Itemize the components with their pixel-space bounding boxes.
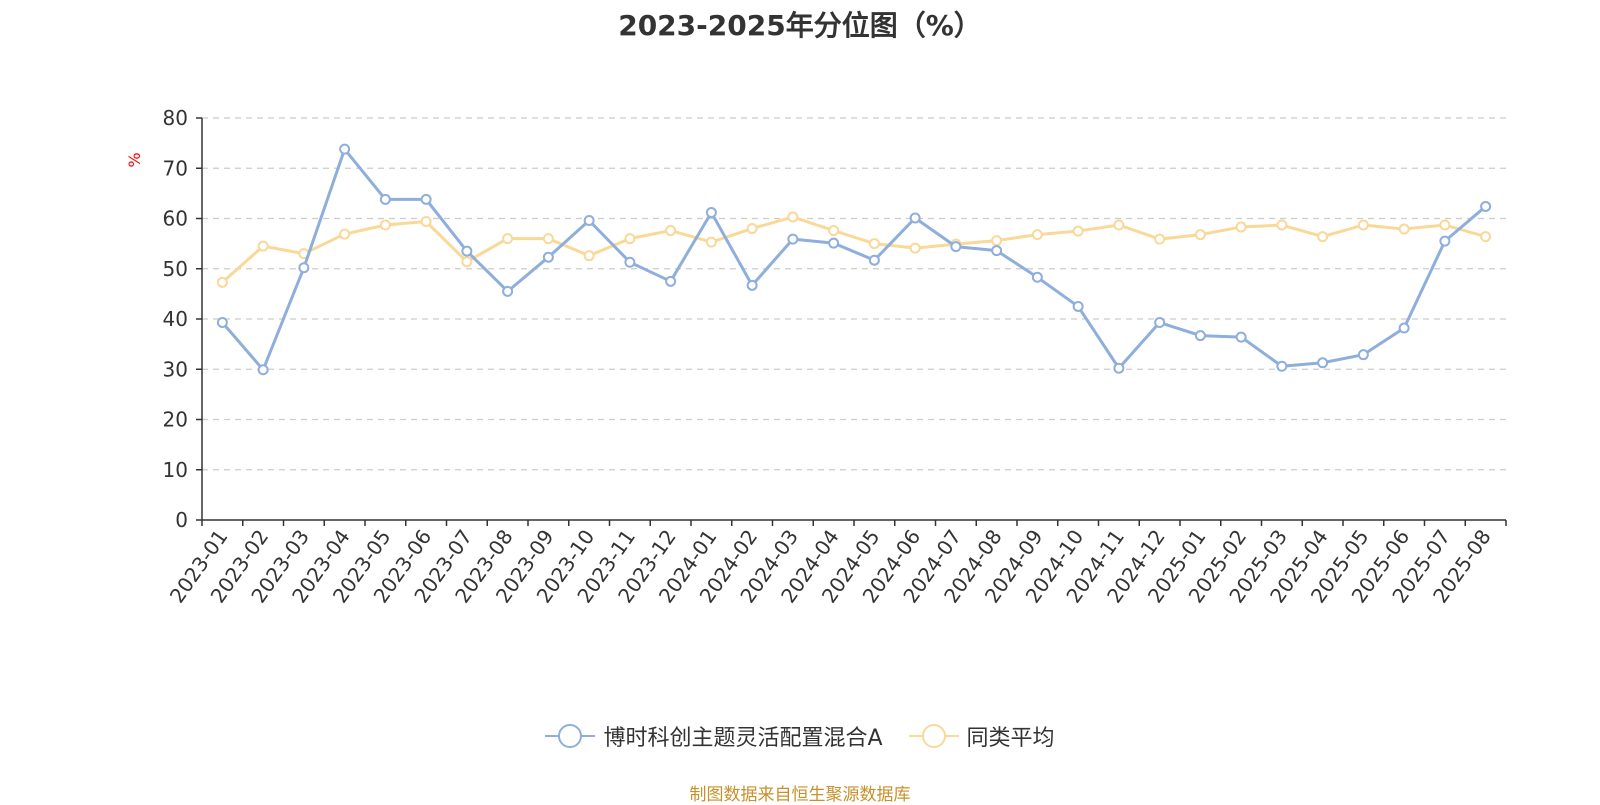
data-point xyxy=(665,275,677,287)
legend-item-fund[interactable]: 博时科创主题灵活配置混合A xyxy=(545,720,883,752)
data-point xyxy=(1439,235,1451,247)
legend-marker-icon xyxy=(545,724,596,748)
series-line xyxy=(221,215,1487,284)
data-point xyxy=(339,143,351,155)
series-0 xyxy=(216,143,1492,376)
y-tick-label: 10 xyxy=(163,458,188,482)
data-point xyxy=(257,240,269,252)
data-point xyxy=(1317,231,1329,243)
data-point xyxy=(502,285,514,297)
data-point xyxy=(420,193,432,205)
series-layer xyxy=(216,143,1492,376)
data-point xyxy=(1194,330,1206,342)
y-axis-label: % xyxy=(125,152,144,167)
data-point xyxy=(868,238,880,250)
data-point xyxy=(583,250,595,262)
y-tick-label: 40 xyxy=(163,307,188,331)
data-point xyxy=(1480,200,1492,212)
data-point xyxy=(1398,322,1410,334)
data-point xyxy=(665,225,677,237)
data-point xyxy=(1357,219,1369,231)
axes xyxy=(196,117,1507,526)
line-chart: 0 10 20 30 40 50 60 70 80 2023-012023-022023-032… xyxy=(125,106,1507,607)
data-point xyxy=(379,193,391,205)
data-point xyxy=(1480,231,1492,243)
data-point xyxy=(1154,317,1166,329)
data-point xyxy=(1154,233,1166,245)
data-point xyxy=(216,317,228,329)
data-point xyxy=(461,245,473,257)
y-tick-label: 80 xyxy=(163,106,188,130)
series-1 xyxy=(216,211,1492,288)
data-point xyxy=(1072,300,1084,312)
legend: 博时科创主题灵活配置混合A 同类平均 xyxy=(0,720,1600,752)
data-point xyxy=(1317,357,1329,369)
data-point xyxy=(1113,219,1125,231)
data-point xyxy=(502,233,514,245)
y-tick-label: 60 xyxy=(163,207,188,231)
data-point xyxy=(1357,349,1369,361)
data-point xyxy=(461,256,473,268)
data-point xyxy=(909,212,921,224)
data-point xyxy=(828,237,840,249)
legend-item-average[interactable]: 同类平均 xyxy=(908,720,1055,752)
data-point xyxy=(705,206,717,218)
data-point xyxy=(216,276,228,288)
legend-label-average: 同类平均 xyxy=(966,726,1055,751)
data-point xyxy=(1194,229,1206,241)
data-point xyxy=(339,228,351,240)
data-point xyxy=(1235,221,1247,233)
data-point xyxy=(1398,223,1410,235)
y-tick-labels: 0 10 20 30 40 50 60 70 80 xyxy=(163,106,188,532)
data-point xyxy=(991,235,1003,247)
x-tick-labels: 2023-012023-022023-032023-042023-052023-… xyxy=(165,525,1496,607)
data-point xyxy=(746,223,758,235)
y-tick-label: 30 xyxy=(163,357,188,381)
data-point xyxy=(950,241,962,253)
data-source-note: 制图数据来自恒生聚源数据库 xyxy=(689,785,911,805)
data-point xyxy=(1276,219,1288,231)
legend-marker-icon xyxy=(908,724,959,748)
data-point xyxy=(705,236,717,248)
y-tick-label: 50 xyxy=(163,257,188,281)
data-point xyxy=(787,211,799,223)
data-point xyxy=(1439,219,1451,231)
data-point xyxy=(257,364,269,376)
data-point xyxy=(991,245,1003,257)
data-point xyxy=(909,242,921,254)
data-point xyxy=(1031,229,1043,241)
data-point xyxy=(420,216,432,228)
y-tick-label: 0 xyxy=(175,508,188,532)
data-point xyxy=(1276,360,1288,372)
data-point xyxy=(1235,331,1247,343)
data-point xyxy=(298,262,310,274)
chart-title: 2023-2025年分位图（%） xyxy=(618,9,982,42)
grid-lines xyxy=(202,117,1506,471)
legend-label-fund: 博时科创主题灵活配置混合A xyxy=(603,726,883,751)
data-point xyxy=(583,215,595,227)
data-point xyxy=(746,279,758,291)
data-point xyxy=(828,225,840,237)
data-point xyxy=(542,251,554,263)
y-tick-label: 20 xyxy=(163,408,188,432)
data-point xyxy=(1113,362,1125,374)
y-tick-label: 70 xyxy=(163,156,188,180)
series-line xyxy=(221,147,1487,372)
data-point xyxy=(868,254,880,266)
data-point xyxy=(787,233,799,245)
data-point xyxy=(542,233,554,245)
data-point xyxy=(624,256,636,268)
data-point xyxy=(1072,225,1084,237)
data-point xyxy=(1031,271,1043,283)
data-point xyxy=(379,219,391,231)
data-point xyxy=(624,233,636,245)
